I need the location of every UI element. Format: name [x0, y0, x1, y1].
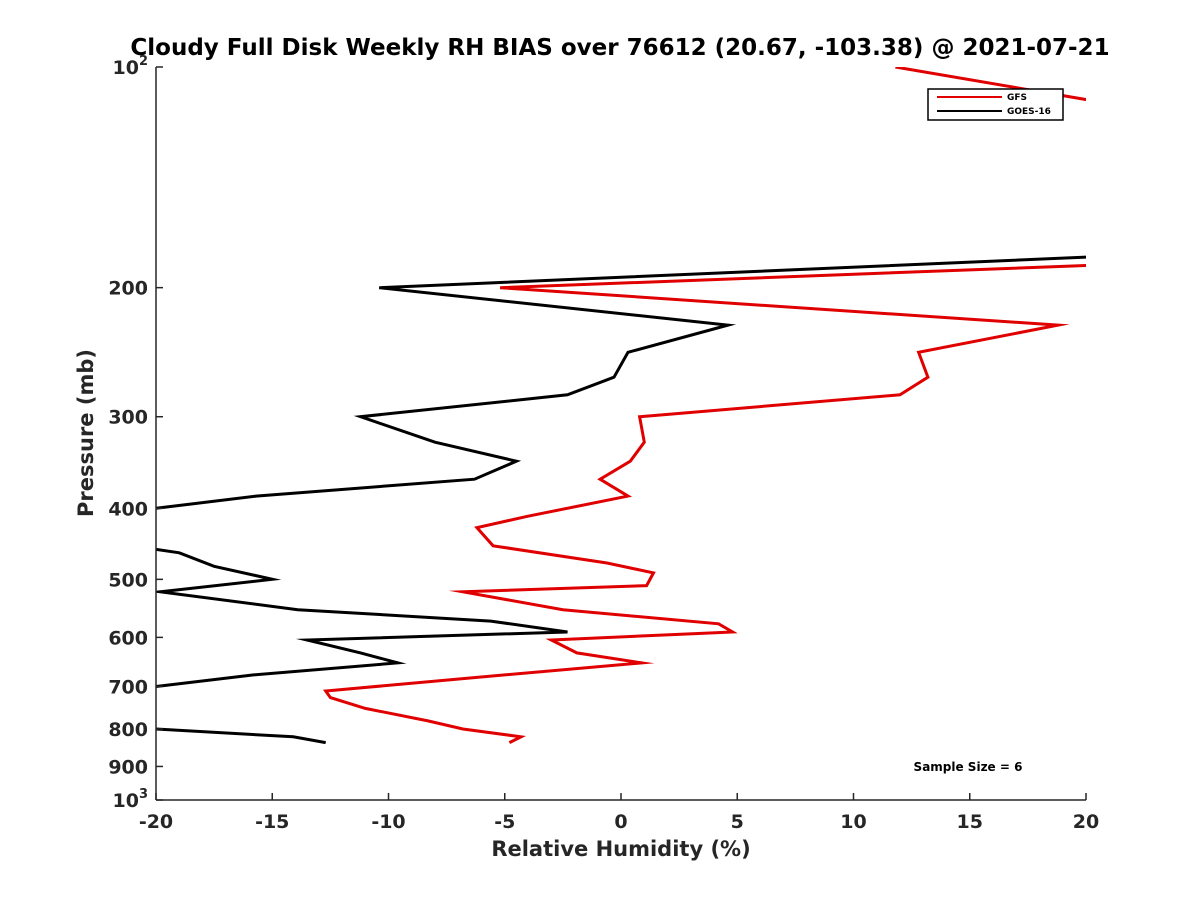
y-tick-label: 700 — [108, 676, 148, 698]
x-tick-label: -5 — [494, 811, 515, 833]
legend-label-gfs: GFS — [1007, 93, 1027, 103]
x-axis-label: Relative Humidity (%) — [491, 837, 750, 861]
sample-size-annotation: Sample Size = 6 — [914, 760, 1023, 774]
series-line-gfs — [322, 263, 1086, 744]
chart-title: Cloudy Full Disk Weekly RH BIAS over 766… — [130, 35, 1109, 61]
y-tick-label: 103 — [113, 787, 149, 812]
legend-box — [927, 88, 1064, 121]
legend-label-goes-16: GOES-16 — [1007, 107, 1051, 117]
series-line-goes-16 — [156, 255, 1086, 510]
x-tick-label: -10 — [371, 811, 405, 833]
x-tick-label: 15 — [957, 811, 983, 833]
y-tick-label: 500 — [108, 569, 148, 591]
series-line-goes-16 — [156, 547, 568, 688]
x-tick-label: 10 — [840, 811, 866, 833]
y-tick-label: 200 — [108, 278, 148, 300]
x-tick-label: -15 — [255, 811, 289, 833]
x-tick-label: -20 — [139, 811, 173, 833]
y-tick-label: 900 — [108, 756, 148, 778]
x-tick-label: 5 — [731, 811, 744, 833]
y-tick-label: 600 — [108, 627, 148, 649]
series-line-goes-16 — [156, 727, 326, 745]
legend: GFS GOES-16 — [927, 88, 1064, 121]
x-tick-label: 20 — [1073, 811, 1099, 833]
x-axis-ticks: -20 -15 -10 -5 0 5 10 15 20 — [139, 793, 1099, 833]
y-tick-label: 800 — [108, 719, 148, 741]
x-tick-label: 0 — [614, 811, 627, 833]
y-tick-label: 102 — [113, 54, 149, 79]
y-axis-label: Pressure (mb) — [74, 349, 98, 517]
y-tick-label: 400 — [108, 498, 148, 520]
y-axis-ticks: 102 200 300 400 500 600 700 800 900 103 — [108, 54, 163, 812]
series-layer — [156, 67, 1086, 745]
y-tick-label: 300 — [108, 407, 148, 429]
